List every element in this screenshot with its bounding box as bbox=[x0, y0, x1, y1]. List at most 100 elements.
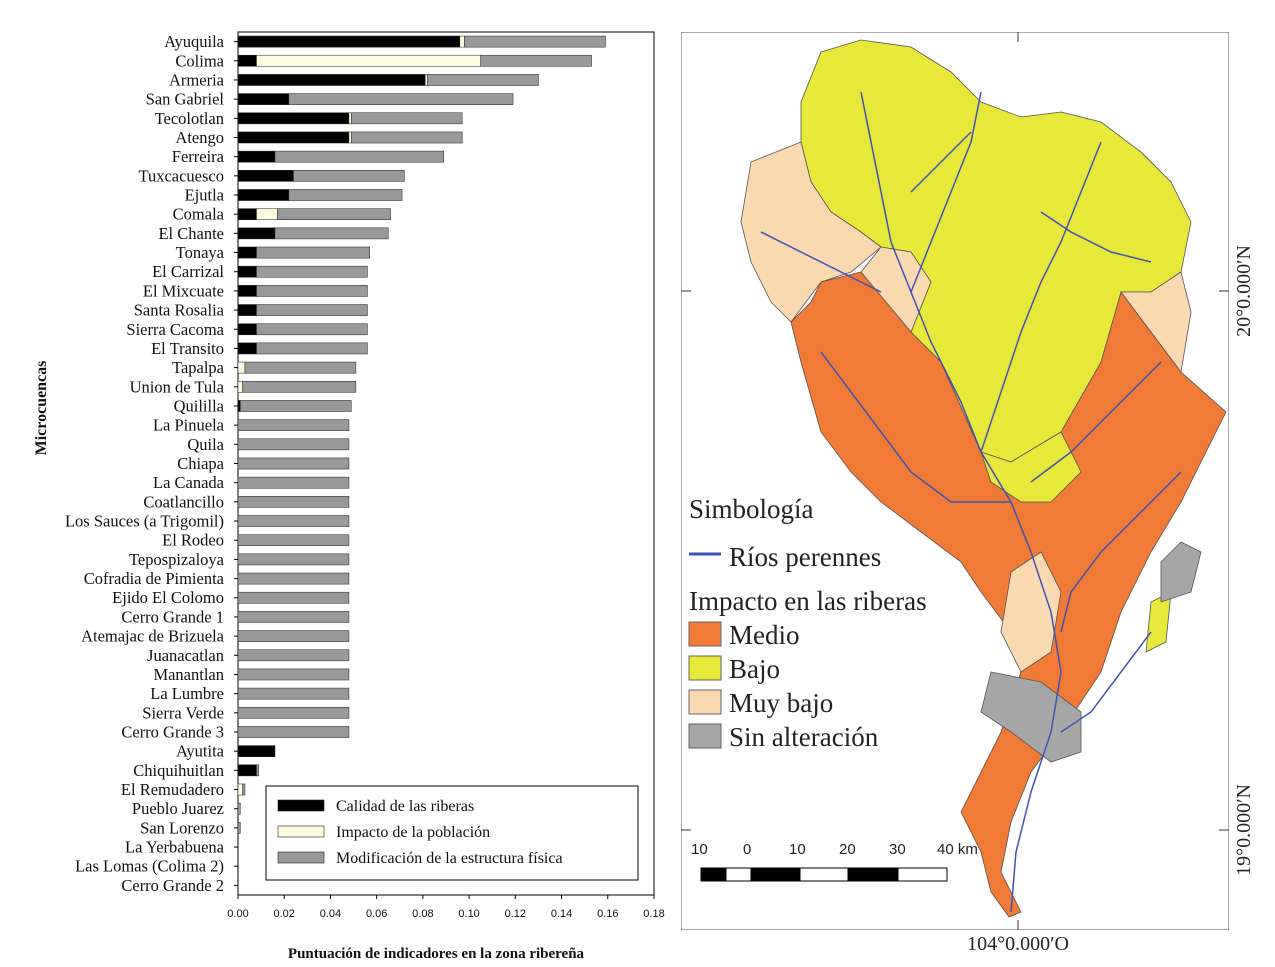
category-label: Atemajac de Brizuela bbox=[81, 627, 225, 646]
category-label: Tonaya bbox=[176, 243, 225, 262]
river bbox=[1040, 211, 1152, 263]
category-label: Armeria bbox=[169, 70, 225, 89]
bar-segment-modificacion bbox=[237, 553, 350, 566]
latitude-label-bottom: 19°0.000′N bbox=[1233, 784, 1255, 876]
category-label: Las Lomas (Colima 2) bbox=[75, 857, 224, 876]
zone-muy-bajo-south bbox=[1000, 551, 1062, 673]
category-label: Colima bbox=[175, 51, 224, 70]
x-tick-label: 0.14 bbox=[551, 908, 572, 920]
bar-segment-modificacion bbox=[256, 764, 260, 777]
bar-segment-calidad bbox=[237, 323, 257, 336]
bar-segment-modificacion bbox=[274, 227, 389, 240]
legend-box bbox=[265, 785, 639, 881]
river bbox=[1030, 361, 1162, 483]
x-tick-label: 0.10 bbox=[458, 908, 479, 920]
bar-segment-modificacion bbox=[256, 323, 368, 336]
category-label: Ayutita bbox=[176, 742, 225, 761]
category-label: Los Sauces (a Trigomil) bbox=[65, 512, 224, 531]
category-label: Pueblo Juarez bbox=[132, 799, 224, 818]
category-label: Sierra Verde bbox=[142, 703, 224, 722]
bar-segment-modificacion bbox=[480, 54, 592, 67]
x-tick-label: 0.00 bbox=[227, 908, 248, 920]
bar-segment-calidad bbox=[237, 93, 290, 105]
category-label: La Pinuela bbox=[153, 416, 225, 435]
zone-sin-alteracion-east bbox=[1160, 541, 1202, 603]
category-label: Chiapa bbox=[177, 454, 224, 473]
scale-segment bbox=[847, 867, 899, 882]
river bbox=[910, 131, 972, 193]
zone-sin-alteracion-southwest bbox=[980, 671, 1082, 763]
watershed-map: Simbología Ríos perennes Impacto en las … bbox=[681, 32, 1229, 930]
impact-legend-title: Impacto en las riberas bbox=[689, 586, 927, 616]
scale-bar: 10 0 10 20 30 40 km bbox=[691, 841, 978, 882]
legend-swatch bbox=[277, 851, 325, 864]
category-label: Ayuquila bbox=[164, 32, 225, 51]
category-label: Atengo bbox=[175, 128, 224, 147]
legend-swatch-medio bbox=[688, 621, 722, 647]
bar-segment-impacto bbox=[424, 74, 428, 86]
bar-segment-modificacion bbox=[277, 208, 391, 221]
bar-segment-calidad bbox=[237, 35, 461, 48]
bar-segment-modificacion bbox=[237, 457, 350, 470]
bar-segment-modificacion bbox=[237, 802, 241, 815]
category-label: Ejutla bbox=[185, 186, 225, 205]
bar-segment-modificacion bbox=[244, 361, 357, 374]
category-label: Manantlan bbox=[153, 665, 224, 684]
category-label: La Canada bbox=[153, 473, 225, 492]
category-label: El Rodeo bbox=[162, 531, 224, 550]
bar-segment-modificacion bbox=[350, 112, 463, 125]
category-label: Ferreira bbox=[172, 147, 225, 166]
legend-swatch-bajo bbox=[688, 655, 722, 681]
category-label: Cerro Grande 2 bbox=[121, 876, 224, 895]
bar-segment-calidad bbox=[237, 285, 257, 297]
bar-segment-calidad bbox=[237, 112, 350, 125]
scale-label: 0 bbox=[743, 841, 751, 858]
bar-segment-calidad bbox=[237, 745, 276, 757]
bar-segment-modificacion bbox=[237, 706, 350, 719]
category-label: Tepospizaloya bbox=[129, 550, 225, 569]
category-label: Union de Tula bbox=[130, 377, 225, 396]
x-tick-label: 0.16 bbox=[597, 908, 618, 920]
category-label: El Remudadero bbox=[121, 780, 224, 799]
x-tick-label: 0.02 bbox=[274, 908, 295, 920]
bar-segment-calidad bbox=[237, 304, 257, 316]
bar-segment-calidad bbox=[237, 131, 350, 144]
bar-segment-calidad bbox=[237, 227, 276, 240]
bar-segment-modificacion bbox=[274, 150, 444, 163]
x-tick-label: 0.18 bbox=[643, 908, 664, 920]
scale-label: 10 bbox=[789, 841, 806, 858]
bar-segment-modificacion bbox=[427, 74, 539, 86]
river bbox=[980, 141, 1102, 453]
bar-segment-modificacion bbox=[237, 649, 350, 662]
river bbox=[760, 231, 882, 293]
category-label: El Mixcuate bbox=[143, 281, 224, 300]
legend-swatch bbox=[277, 825, 325, 838]
category-label: Quila bbox=[187, 435, 224, 454]
bar-segment-modificacion bbox=[237, 572, 350, 585]
category-label: Santa Rosalia bbox=[134, 301, 225, 320]
bar-segment-modificacion bbox=[256, 246, 370, 259]
longitude-label: 104°0.000′O bbox=[967, 933, 1069, 955]
scale-segment bbox=[750, 867, 801, 882]
x-tick-label: 0.04 bbox=[320, 908, 341, 920]
bar-segment-impacto bbox=[237, 783, 243, 796]
x-tick-label: 0.08 bbox=[412, 908, 433, 920]
river bbox=[860, 91, 1062, 913]
category-label: Quililla bbox=[174, 396, 225, 415]
rivers bbox=[760, 91, 1182, 913]
category-label: La Yerbabuena bbox=[125, 838, 225, 857]
bar-segment-modificacion bbox=[256, 342, 368, 355]
category-label: San Lorenzo bbox=[140, 818, 224, 837]
category-label: El Carrizal bbox=[152, 262, 224, 281]
zone-bajo-south bbox=[980, 431, 1082, 503]
river bbox=[1060, 471, 1182, 633]
rivers-legend-label: Ríos perennes bbox=[729, 542, 881, 572]
bar-segment-impacto bbox=[237, 361, 246, 374]
bar-segment-calidad bbox=[237, 764, 257, 777]
zone-muy-bajo-east bbox=[1120, 271, 1192, 373]
category-label: Juanacatlan bbox=[147, 646, 224, 665]
bar-segment-modificacion bbox=[240, 400, 352, 412]
bar-segment-impacto bbox=[348, 112, 352, 125]
scale-segment bbox=[897, 867, 948, 882]
